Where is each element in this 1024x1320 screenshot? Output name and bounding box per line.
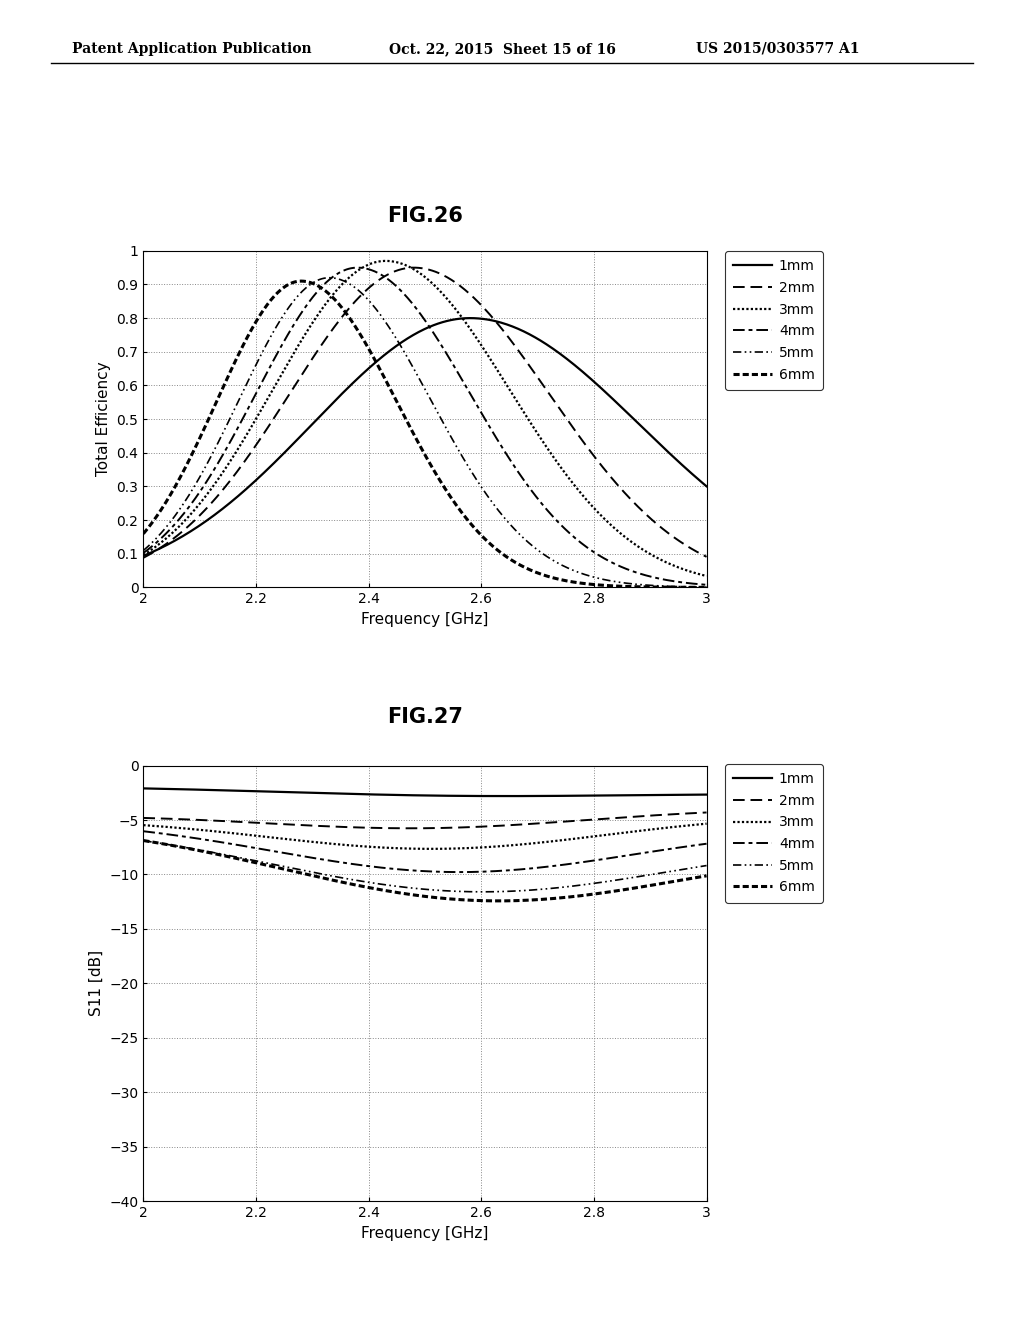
Text: Oct. 22, 2015  Sheet 15 of 16: Oct. 22, 2015 Sheet 15 of 16 bbox=[389, 42, 616, 55]
Text: US 2015/0303577 A1: US 2015/0303577 A1 bbox=[696, 42, 860, 55]
Legend: 1mm, 2mm, 3mm, 4mm, 5mm, 6mm: 1mm, 2mm, 3mm, 4mm, 5mm, 6mm bbox=[725, 251, 823, 389]
Text: Patent Application Publication: Patent Application Publication bbox=[72, 42, 311, 55]
X-axis label: Frequency [GHz]: Frequency [GHz] bbox=[361, 1225, 488, 1241]
Y-axis label: Total Efficiency: Total Efficiency bbox=[96, 362, 111, 477]
Text: FIG.26: FIG.26 bbox=[387, 206, 463, 226]
Text: FIG.27: FIG.27 bbox=[387, 708, 463, 727]
Legend: 1mm, 2mm, 3mm, 4mm, 5mm, 6mm: 1mm, 2mm, 3mm, 4mm, 5mm, 6mm bbox=[725, 764, 823, 903]
Y-axis label: S11 [dB]: S11 [dB] bbox=[89, 950, 103, 1016]
X-axis label: Frequency [GHz]: Frequency [GHz] bbox=[361, 611, 488, 627]
